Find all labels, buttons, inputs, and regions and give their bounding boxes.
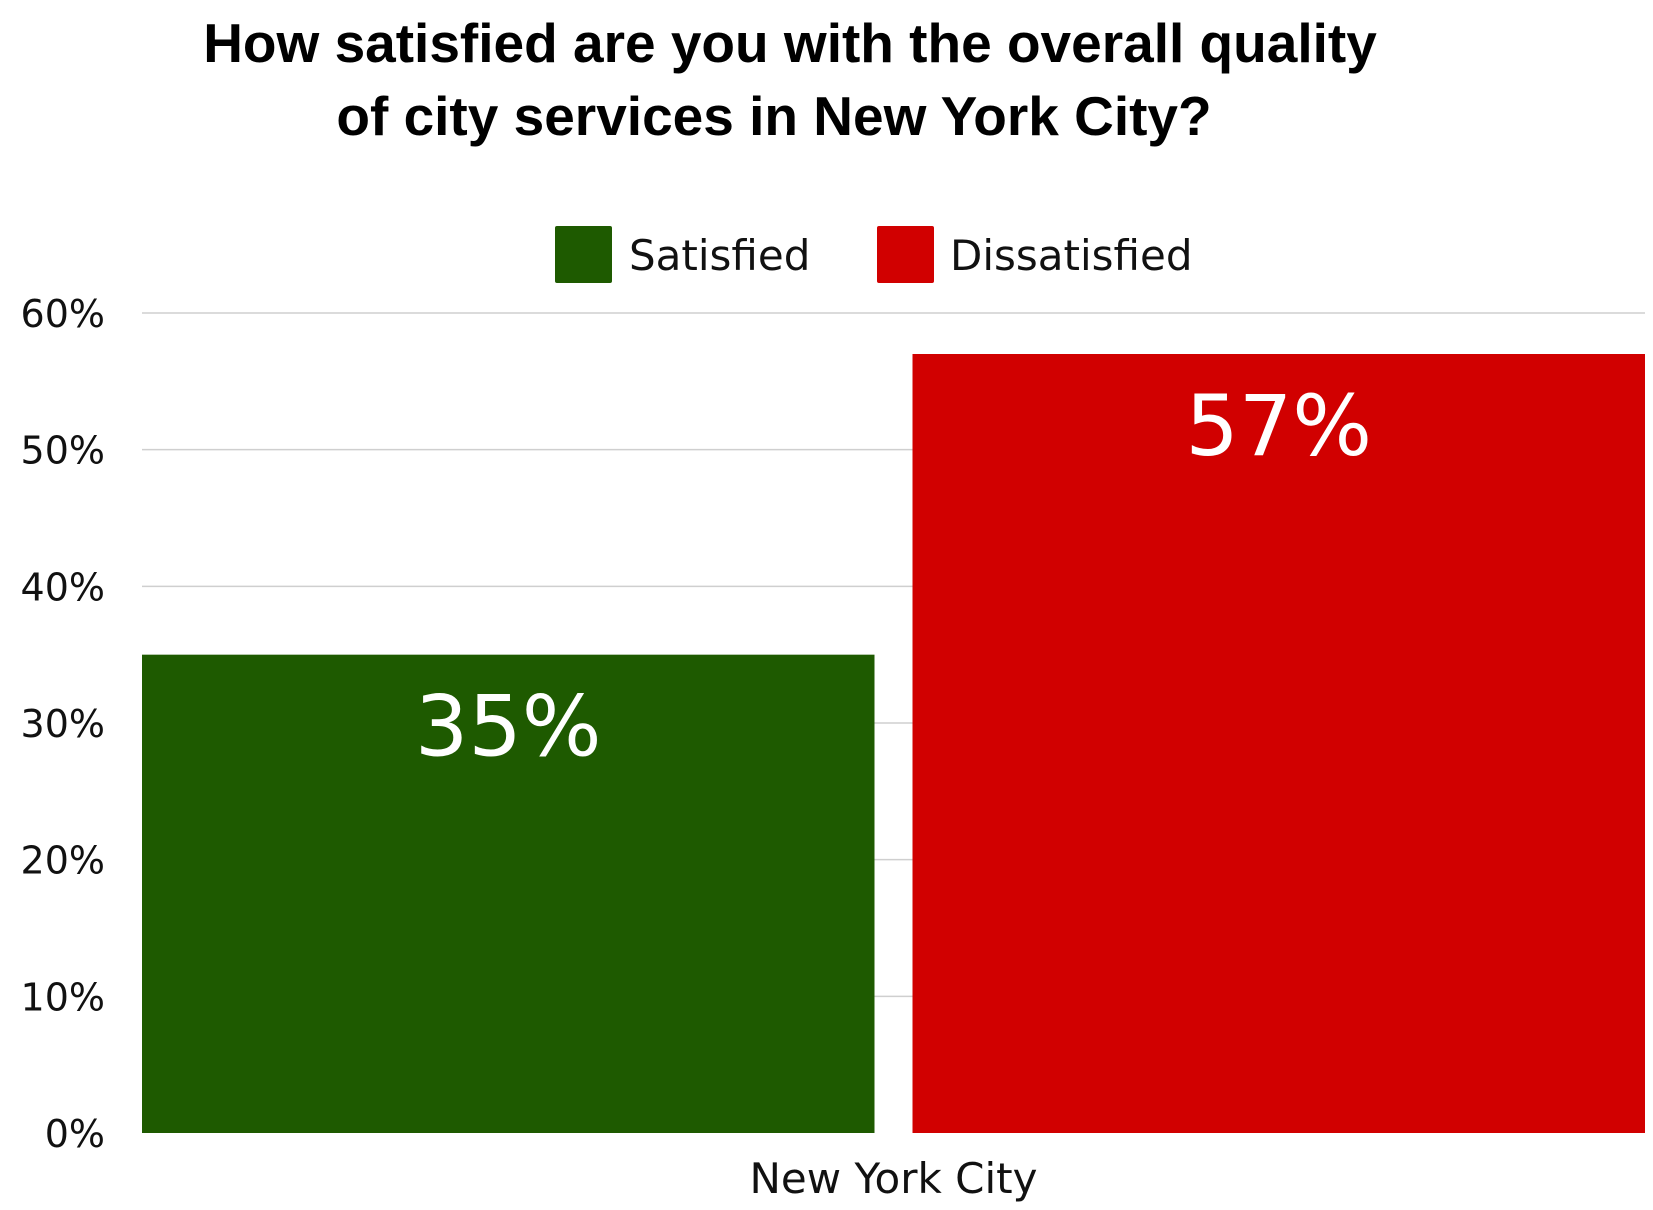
value-label-satisfied: 35% <box>415 678 602 776</box>
bar-satisfied <box>142 654 875 1133</box>
chart-title-line-1: How satisfied are you with the overall q… <box>203 12 1377 74</box>
y-axis-tick-labels: 0% 10% 20% 30% 40% 50% 60% <box>21 292 105 1156</box>
bar-dissatisfied <box>912 354 1645 1133</box>
legend: Satisfied Dissatisfied <box>555 226 1192 283</box>
chart-title-line-2: of city services in New York City? <box>336 85 1211 147</box>
legend-label-dissatisfied: Dissatisfied <box>950 231 1192 280</box>
bars <box>142 354 1645 1133</box>
y-tick-label-20: 20% <box>21 839 105 883</box>
value-labels: 35% 57% <box>415 377 1372 776</box>
y-tick-label-50: 50% <box>21 429 105 473</box>
y-tick-label-60: 60% <box>21 292 105 336</box>
x-category-label: New York City <box>750 1154 1038 1203</box>
y-tick-label-10: 10% <box>21 975 105 1019</box>
y-tick-label-40: 40% <box>21 565 105 609</box>
value-label-dissatisfied: 57% <box>1185 377 1372 475</box>
legend-label-satisfied: Satisfied <box>629 231 810 280</box>
legend-swatch-dissatisfied <box>877 226 934 283</box>
x-axis-category-labels: New York City <box>750 1154 1038 1203</box>
chart-title: How satisfied are you with the overall q… <box>203 12 1377 147</box>
y-tick-label-0: 0% <box>45 1112 105 1156</box>
legend-swatch-satisfied <box>555 226 612 283</box>
y-tick-label-30: 30% <box>21 702 105 746</box>
